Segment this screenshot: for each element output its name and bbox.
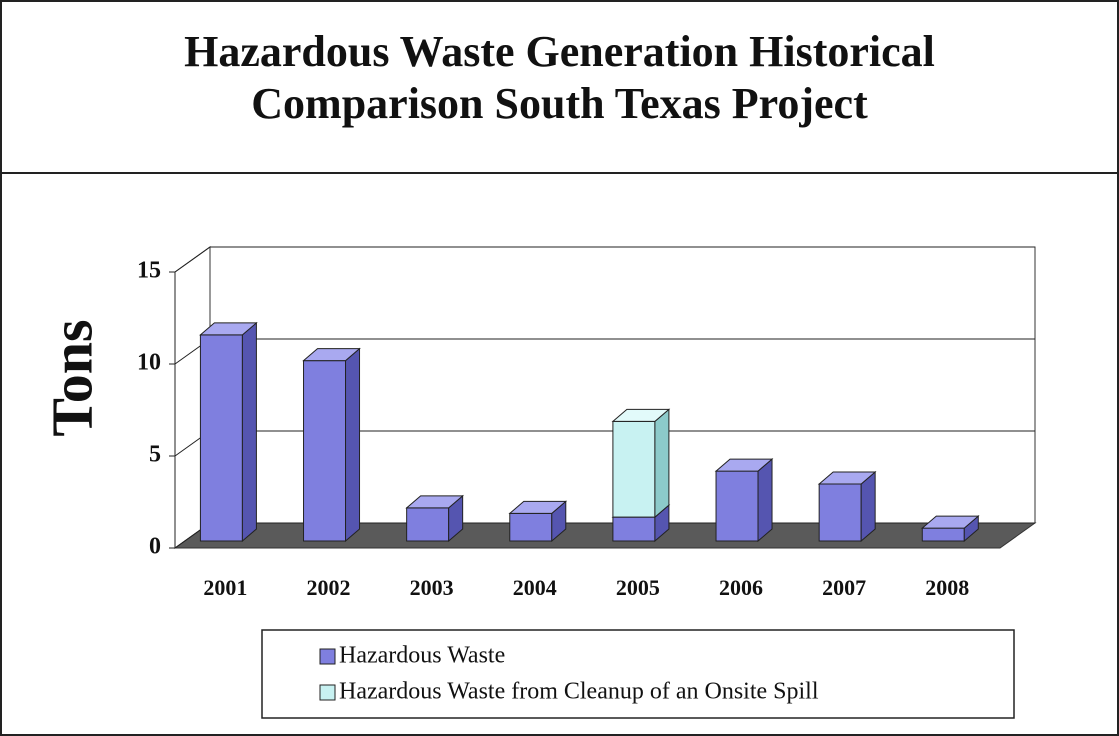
bar-top [199,322,258,336]
bar [715,470,759,542]
bar-side [345,347,361,543]
grid-line [174,246,1035,273]
bar-top [405,495,465,509]
bar-top [920,515,980,529]
x-tick-label: 2006 [719,575,763,600]
bar-top [611,408,671,422]
bar [818,483,862,542]
bar [612,516,656,542]
title-box: Hazardous Waste Generation Historical Co… [2,2,1117,174]
bar [921,527,965,542]
y-tick-label: 0 [149,534,161,560]
bar-side [654,408,670,519]
bar-side [241,321,257,543]
y-tick-label: 15 [137,258,161,284]
x-tick-label: 2007 [822,575,866,600]
x-tick-label: 2001 [203,575,247,600]
legend-swatch [319,684,336,701]
bar [199,334,243,542]
bar [303,360,347,542]
x-tick-label: 2002 [307,575,351,600]
legend-swatch [319,648,336,665]
x-tick-label: 2004 [513,575,557,600]
bar-top [817,471,877,485]
bar [612,420,656,518]
bar-top [714,458,774,472]
y-tick-label: 10 [137,350,161,376]
x-tick-label: 2008 [925,575,969,600]
x-tick-label: 2005 [616,575,660,600]
bar [406,507,450,542]
y-tick-label: 5 [149,442,161,468]
bar [509,512,553,542]
bar-top [302,348,361,362]
legend-label: Hazardous Waste from Cleanup of an Onsit… [339,679,819,705]
legend-box [261,629,1015,719]
chart-title: Hazardous Waste Generation Historical Co… [184,27,935,128]
bar-side [757,457,773,543]
bar-top [508,500,568,514]
legend-label: Hazardous Waste [339,643,505,669]
y-axis-label: Tons [39,319,104,436]
x-tick-label: 2003 [410,575,454,600]
